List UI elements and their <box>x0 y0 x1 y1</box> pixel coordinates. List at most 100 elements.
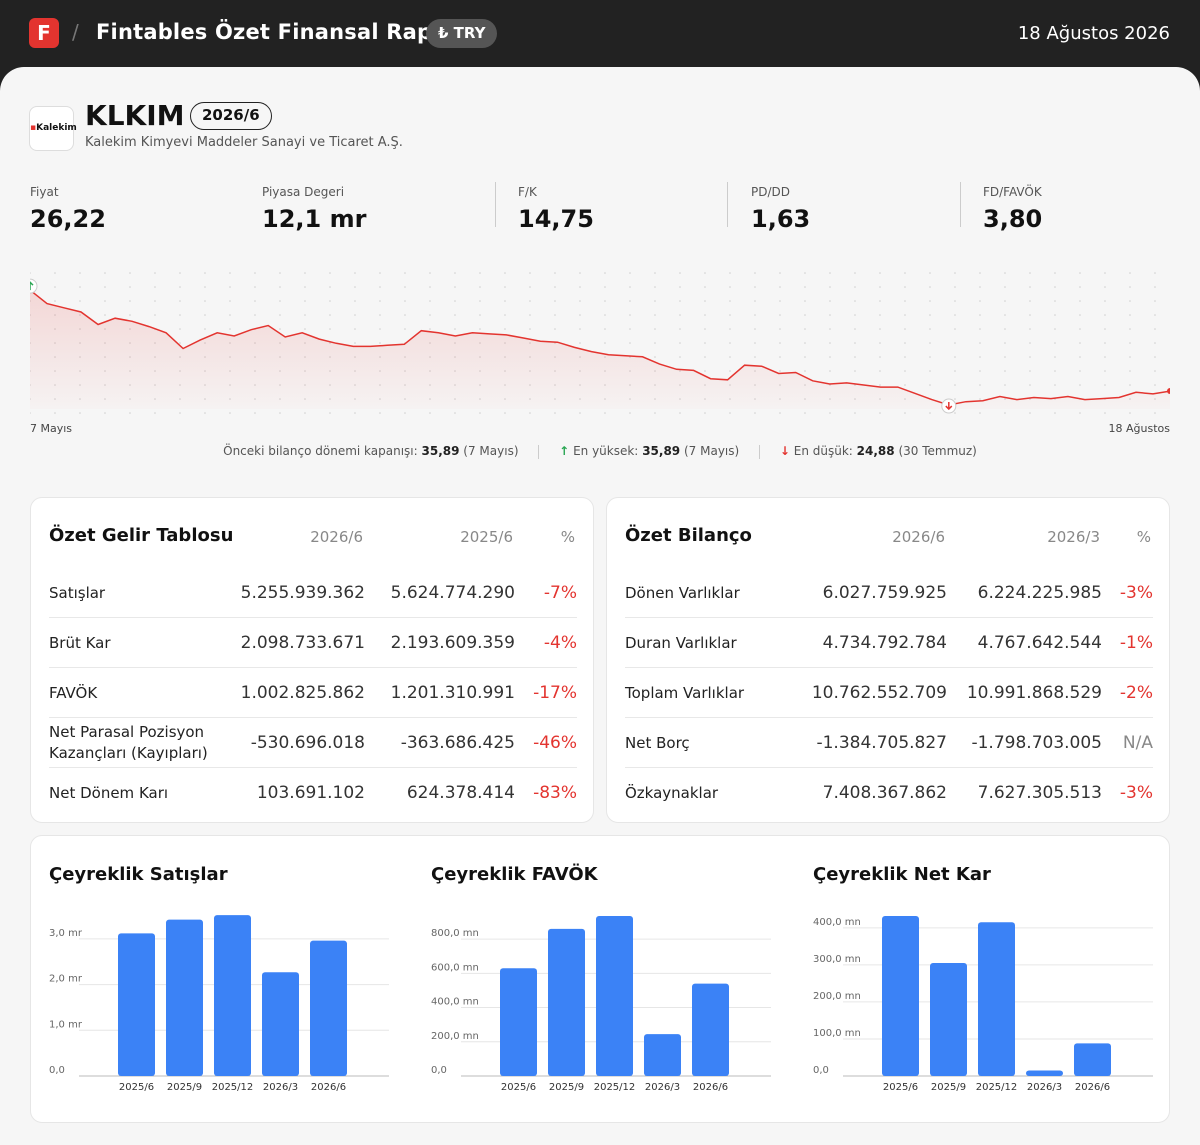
metric-ev-ebitda: FD/FAVÖK 3,80 <box>983 185 1042 233</box>
y-tick-label: 2,0 mr <box>49 974 83 985</box>
quarterly-sales-title: Çeyreklik Satışlar <box>49 864 228 885</box>
x-tick-label: 2025/6 <box>501 1082 536 1093</box>
metric-pb: PD/DD 1,63 <box>751 185 810 233</box>
quarterly-sales-chart[interactable]: 0,0 1,0 mr 2,0 mr 3,0 mr 2025/6 2025/9 2025/12… <box>41 896 391 1096</box>
table-row: Net Dönem Karı 103.691.102 624.378.414 -… <box>49 768 577 818</box>
row-value: 6.224.225.985 <box>977 583 1102 603</box>
bar[interactable] <box>118 933 155 1076</box>
divider <box>759 444 761 459</box>
y-tick-label: 200,0 mn <box>431 1031 479 1042</box>
y-tick-label: 200,0 mn <box>813 991 861 1002</box>
low-date: (30 Temmuz) <box>898 444 977 458</box>
divider <box>727 182 728 227</box>
low-marker-icon <box>941 398 957 414</box>
bar[interactable] <box>1074 1043 1111 1076</box>
column-header: 2026/3 <box>1047 528 1100 546</box>
x-tick-label: 2025/6 <box>883 1082 918 1093</box>
row-percent: -4% <box>543 633 577 653</box>
high-label: En yüksek: <box>573 444 639 458</box>
bar[interactable] <box>1026 1070 1063 1076</box>
y-tick-label: 100,0 mn <box>813 1028 861 1039</box>
bar[interactable] <box>166 919 203 1076</box>
x-tick-label: 2025/9 <box>167 1082 202 1093</box>
table-row: Brüt Kar 2.098.733.671 2.193.609.359 -4% <box>49 618 577 668</box>
row-value: 7.408.367.862 <box>822 783 947 803</box>
bar[interactable] <box>500 968 537 1076</box>
metric-label: Piyasa Degeri <box>262 185 345 199</box>
row-value: 4.734.792.784 <box>822 633 947 653</box>
bar[interactable] <box>978 922 1015 1076</box>
table-row: Toplam Varlıklar 10.762.552.709 10.991.8… <box>625 668 1153 718</box>
y-tick-label: 3,0 mr <box>49 928 83 939</box>
top-bar: F / Fintables Özet Finansal Rapor ₺ TRY … <box>0 0 1200 67</box>
last-price-point <box>1167 388 1170 395</box>
price-area <box>30 290 1170 409</box>
bar[interactable] <box>548 928 585 1076</box>
metric-label: F/K <box>518 185 537 199</box>
row-label: Duran Varlıklar <box>625 633 737 652</box>
row-percent: -7% <box>543 583 577 603</box>
row-label: Özkaynaklar <box>625 783 719 802</box>
price-chart[interactable] <box>30 267 1170 417</box>
row-value: 10.762.552.709 <box>811 683 947 703</box>
divider <box>538 444 540 459</box>
quarterly-net-profit-chart[interactable]: 0,0 100,0 mn 200,0 mn 300,0 mn 400,0 mn 2025/… <box>805 896 1155 1096</box>
x-tick-label: 2026/6 <box>311 1082 346 1093</box>
company-ticker: KLKIM <box>85 99 185 132</box>
row-value: 6.027.759.925 <box>822 583 947 603</box>
report-panel: ▪Kalekim KLKIM 2026/6 Kalekim Kimyevi Ma… <box>0 67 1200 1145</box>
row-label: Brüt Kar <box>49 633 111 652</box>
high-date: (7 Mayıs) <box>683 444 740 458</box>
row-value: 2.098.733.671 <box>240 633 365 653</box>
chart-start-date: 7 Mayıs <box>30 422 73 435</box>
bar[interactable] <box>596 916 633 1076</box>
bar[interactable] <box>930 963 967 1076</box>
x-tick-label: 2025/9 <box>931 1082 966 1093</box>
row-value: 10.991.868.529 <box>966 683 1102 703</box>
x-tick-label: 2025/12 <box>212 1082 254 1093</box>
currency-badge[interactable]: ₺ TRY <box>426 19 498 48</box>
table-row: Duran Varlıklar 4.734.792.784 4.767.642.… <box>625 618 1153 668</box>
company-logo: ▪Kalekim <box>29 106 77 151</box>
quarterly-ebitda-chart[interactable]: 0,0 200,0 mn 400,0 mn 600,0 mn 800,0 mn 2025/… <box>423 896 773 1096</box>
income-statement-card: Özet Gelir Tablosu 2026/6 2025/6 % Satış… <box>30 497 594 823</box>
bar[interactable] <box>310 940 347 1076</box>
x-tick-label: 2026/3 <box>263 1082 298 1093</box>
quarterly-charts-card: Çeyreklik Satışlar Çeyreklik FAVÖK Çeyre… <box>30 835 1170 1123</box>
row-value: -363.686.425 <box>400 733 515 753</box>
row-label: Net Parasal Pozisyon Kazançları (Kayıpla… <box>49 723 208 762</box>
prev-close-value: 35,89 <box>421 444 460 458</box>
bar[interactable] <box>644 1034 681 1076</box>
y-tick-label: 800,0 mn <box>431 928 479 939</box>
bar[interactable] <box>692 983 729 1076</box>
row-value: -1.798.703.005 <box>971 733 1102 753</box>
row-value: 1.201.310.991 <box>390 683 515 703</box>
bar[interactable] <box>214 915 251 1076</box>
metric-label: FD/FAVÖK <box>983 185 1042 199</box>
metric-pe: F/K 14,75 <box>518 185 594 233</box>
fintables-logo[interactable]: F <box>29 18 59 48</box>
column-header: 2026/6 <box>892 528 945 546</box>
metric-market-cap: Piyasa Degeri 12,1 mr <box>262 185 366 233</box>
metric-value: 1,63 <box>751 205 811 233</box>
row-value: 624.378.414 <box>406 783 515 803</box>
x-tick-label: 2026/6 <box>1075 1082 1110 1093</box>
table-row: Dönen Varlıklar 6.027.759.925 6.224.225.… <box>625 568 1153 618</box>
x-tick-label: 2025/12 <box>976 1082 1018 1093</box>
row-value: 1.002.825.862 <box>240 683 365 703</box>
row-value: 7.627.305.513 <box>977 783 1102 803</box>
quarterly-net-profit-title: Çeyreklik Net Kar <box>813 864 991 885</box>
period-badge[interactable]: 2026/6 <box>190 102 272 130</box>
y-tick-label: 0,0 <box>813 1065 829 1076</box>
bar[interactable] <box>882 916 919 1076</box>
prev-close-date: (7 Mayıs) <box>463 444 519 458</box>
x-tick-label: 2026/3 <box>645 1082 680 1093</box>
row-label: Net Dönem Karı <box>49 783 169 802</box>
bar[interactable] <box>262 972 299 1076</box>
divider <box>495 182 496 227</box>
prev-close-label: Önceki bilanço dönemi kapanışı: <box>223 444 418 458</box>
app-title: Fintables Özet Finansal Rapor <box>96 20 458 44</box>
report-date: 18 Ağustos 2026 <box>1017 23 1170 44</box>
row-label: Dönen Varlıklar <box>625 583 740 602</box>
row-value: 5.255.939.362 <box>240 583 365 603</box>
